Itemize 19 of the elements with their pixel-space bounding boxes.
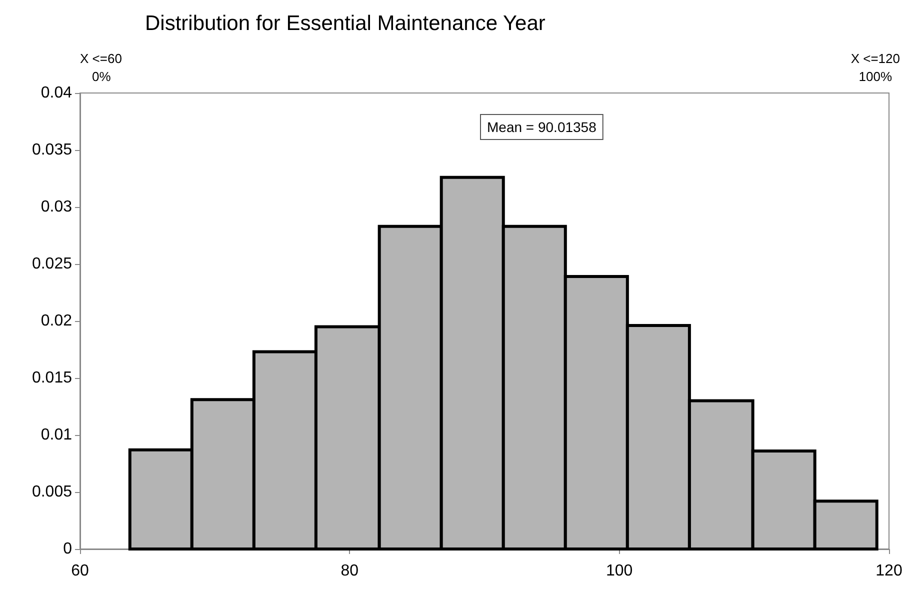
y-tick-label: 0.025 bbox=[32, 256, 72, 272]
x-tick-label: 80 bbox=[340, 562, 359, 580]
x-tick-label: 60 bbox=[71, 562, 89, 580]
annotation: Mean = 90.01358 bbox=[487, 119, 597, 135]
text: 0% bbox=[92, 69, 112, 84]
x-tick-label: 120 bbox=[876, 562, 902, 580]
x-tick-label: 100 bbox=[606, 562, 633, 580]
text: X <=120 bbox=[850, 51, 900, 66]
text: X <=60 bbox=[80, 51, 122, 66]
y-tick-label: 0.04 bbox=[40, 84, 72, 102]
chart-title: Distribution for Essential Maintenance Year bbox=[145, 12, 546, 35]
y-tick-label: 0.035 bbox=[32, 142, 72, 158]
y-tick-label: 0.03 bbox=[40, 198, 72, 216]
y-tick-label: 0.02 bbox=[40, 312, 72, 330]
y-tick-label: 0.005 bbox=[32, 484, 72, 500]
y-tick-label: 0.015 bbox=[32, 370, 72, 386]
y-tick-label: 0 bbox=[63, 540, 72, 558]
y-tick-label: 0.01 bbox=[40, 426, 72, 444]
text: 100% bbox=[858, 69, 892, 84]
